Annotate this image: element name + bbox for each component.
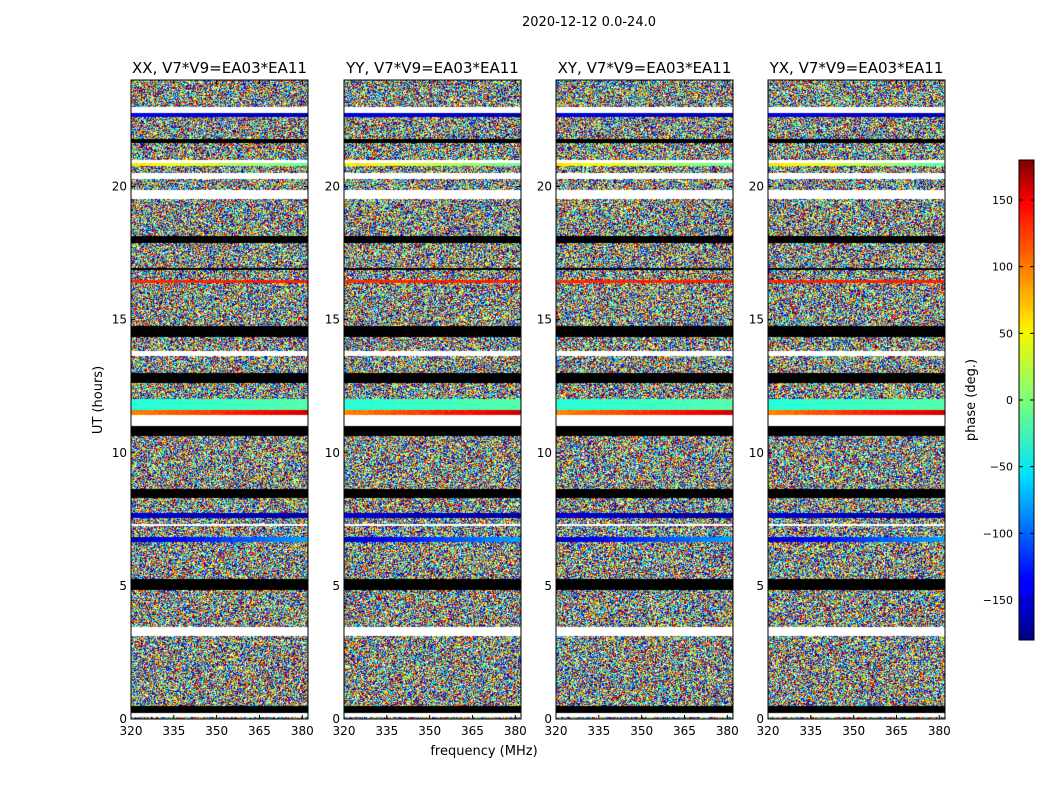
x-tick-label: 365 [461,724,484,738]
x-tick-label: 335 [587,724,610,738]
heatmap-image [131,80,308,719]
panel-frame [130,79,309,720]
x-tick-label: 320 [545,724,568,738]
y-tick-label: 5 [332,579,340,593]
y-tick-label: 5 [544,579,552,593]
panel-title: XY, V7*V9=EA03*EA11 [558,59,732,77]
colorbar-tick-label: −100 [983,527,1013,540]
heatmap-image [768,80,945,719]
panel-title: YX, V7*V9=EA03*EA11 [769,59,944,77]
panel-title: XX, V7*V9=EA03*EA11 [132,59,307,77]
y-tick-label: 0 [756,712,764,726]
panels: XX, V7*V9=EA03*EA11 320 335 350 365 380 0 5 10 15… [112,59,951,738]
x-tick-label: 380 [928,724,951,738]
y-tick-label: 20 [325,180,340,194]
y-tick-label: 10 [749,446,764,460]
y-tick-label: 20 [112,180,127,194]
y-tick-label: 15 [537,313,552,327]
x-tick-label: 365 [673,724,696,738]
colorbar: 150 100 50 0 −50 −100 −150 phase (deg.) [964,159,1035,641]
panel-frame [343,79,522,720]
y-tick-label: 15 [325,313,340,327]
y-tick-label: 15 [749,313,764,327]
x-tick-label: 380 [716,724,739,738]
y-tick-label: 20 [537,180,552,194]
colorbar-tick-label: 50 [999,327,1013,340]
colorbar-tick-label: 100 [992,261,1013,274]
colorbar-ticks: 150 100 50 0 −50 −100 −150 [983,194,1034,607]
y-tick-label: 20 [749,180,764,194]
colorbar-tick-label: 0 [1006,394,1013,407]
x-tick-label: 335 [799,724,822,738]
panel-frame [767,79,946,720]
y-tick-label: 10 [325,446,340,460]
x-tick-label: 320 [757,724,780,738]
panel-title: YY, V7*V9=EA03*EA11 [345,59,519,77]
x-tick-label: 350 [418,724,441,738]
x-tick-label: 365 [248,724,271,738]
figure-suptitle: 2020-12-12 0.0-24.0 [522,15,656,30]
y-tick-label: 0 [119,712,127,726]
colorbar-tick-label: 150 [992,194,1013,207]
colorbar-tick-label: −50 [990,461,1013,474]
panel-1: XX, V7*V9=EA03*EA11 320 335 350 365 380 0 5 10 15… [112,59,314,738]
x-tick-label: 350 [205,724,228,738]
heatmap-image [556,80,733,719]
y-axis-label: UT (hours) [91,366,106,434]
x-tick-label: 320 [333,724,356,738]
x-tick-label: 350 [842,724,865,738]
x-tick-label: 335 [375,724,398,738]
panel-2: YY, V7*V9=EA03*EA11 320 335 350 365 380 0 5 10 15… [325,59,527,738]
heatmap-image [344,80,521,719]
x-tick-label: 320 [120,724,143,738]
x-tick-label: 335 [162,724,185,738]
x-tick-label: 380 [291,724,314,738]
colorbar-tick-label: −150 [983,594,1013,607]
x-tick-label: 365 [885,724,908,738]
panel-3: XY, V7*V9=EA03*EA11 320 335 350 365 380 0 5 10 15… [537,59,739,738]
panel-4: YX, V7*V9=EA03*EA11 320 335 350 365 380 0 5 10 15… [749,59,951,738]
x-tick-label: 380 [504,724,527,738]
y-tick-label: 5 [119,579,127,593]
y-tick-label: 15 [112,313,127,327]
y-tick-label: 0 [332,712,340,726]
colorbar-label: phase (deg.) [964,359,979,441]
x-tick-label: 350 [630,724,653,738]
y-tick-label: 10 [537,446,552,460]
panel-frame [555,79,734,720]
y-tick-label: 10 [112,446,127,460]
x-axis-label: frequency (MHz) [430,744,537,759]
y-tick-label: 5 [756,579,764,593]
y-tick-label: 0 [544,712,552,726]
